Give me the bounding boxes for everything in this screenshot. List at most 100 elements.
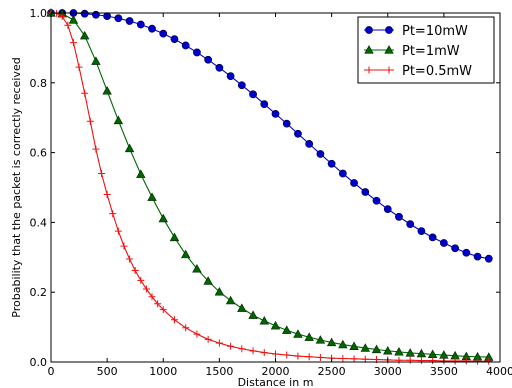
x-tick-label: 500: [97, 365, 118, 378]
data-point: [326, 337, 337, 347]
data-point: [137, 276, 145, 284]
data-point: [395, 356, 403, 364]
data-point: [225, 295, 236, 305]
x-tick-label: 2000: [262, 365, 290, 378]
data-point: [394, 347, 404, 356]
data-point: [136, 20, 145, 29]
data-point: [249, 347, 257, 355]
data-point: [126, 255, 134, 263]
data-point: [339, 355, 347, 363]
y-tick-label: 0.8: [30, 77, 48, 90]
data-point: [294, 129, 302, 138]
data-point: [226, 72, 235, 81]
data-point: [69, 39, 77, 47]
data-point: [271, 109, 280, 118]
legend-marker: [364, 45, 374, 54]
data-point: [260, 349, 268, 357]
data-point: [64, 21, 72, 29]
data-point: [148, 24, 156, 33]
data-point: [215, 339, 223, 347]
data-point: [159, 306, 167, 314]
data-point: [215, 63, 224, 72]
data-point: [451, 357, 459, 365]
data-point: [282, 325, 292, 334]
data-point: [327, 159, 336, 168]
data-point: [361, 188, 370, 196]
series-layer: [46, 8, 494, 365]
data-point: [80, 9, 89, 18]
data-point: [91, 56, 101, 65]
data-point: [98, 170, 106, 178]
data-point: [227, 342, 235, 350]
data-point: [154, 300, 162, 308]
data-point: [170, 35, 179, 44]
data-point: [485, 357, 493, 365]
data-point: [103, 190, 111, 198]
data-point: [180, 249, 191, 259]
data-point: [120, 242, 128, 250]
data-point: [237, 303, 247, 312]
data-point: [462, 248, 471, 257]
data-point: [474, 357, 482, 365]
data-point: [360, 343, 371, 352]
data-point: [272, 350, 279, 358]
data-point: [109, 210, 117, 218]
data-point: [416, 348, 427, 358]
data-point: [383, 205, 392, 214]
data-point: [192, 263, 202, 273]
data-point: [158, 213, 168, 223]
data-point: [406, 356, 414, 364]
legend-item: Pt=0.5mW: [364, 64, 472, 79]
data-point: [75, 63, 83, 71]
legend-label: Pt=10mW: [402, 24, 468, 39]
data-point: [417, 227, 426, 236]
data-point: [304, 332, 314, 341]
data-point: [259, 316, 269, 325]
data-point: [203, 276, 213, 285]
data-point: [102, 86, 112, 95]
data-point: [204, 55, 213, 64]
data-point: [170, 316, 178, 324]
series-line: [50, 12, 489, 358]
legend-marker: [365, 66, 373, 74]
legend-marker: [384, 45, 394, 54]
data-point: [248, 310, 258, 319]
data-point: [124, 143, 135, 153]
data-point: [148, 293, 156, 301]
data-point: [338, 339, 348, 349]
data-point: [293, 329, 303, 338]
data-point: [305, 353, 313, 361]
legend: Pt=10mW Pt=1mW Pt=0.5mW: [357, 16, 495, 84]
x-tick-label: 2500: [318, 365, 346, 378]
data-point: [79, 30, 90, 40]
data-point: [113, 115, 124, 125]
data-point: [214, 287, 225, 296]
data-point: [193, 330, 201, 338]
data-point: [406, 220, 415, 229]
x-tick-label: 1500: [205, 365, 233, 378]
data-point: [315, 335, 326, 344]
x-axis-label: Distance in m: [238, 376, 314, 388]
data-point: [58, 12, 66, 20]
data-point: [114, 14, 123, 23]
x-tick-label: 3500: [430, 365, 458, 378]
data-point: [405, 348, 415, 357]
data-point: [350, 355, 358, 363]
data-point: [338, 169, 347, 178]
data-point: [316, 353, 324, 361]
data-point: [395, 212, 403, 221]
y-tick-label: 1.0: [30, 7, 48, 20]
data-point: [131, 267, 139, 275]
data-point: [451, 244, 459, 253]
data-point: [159, 29, 168, 38]
series-line: [51, 12, 489, 260]
data-point: [439, 239, 448, 247]
data-point: [193, 48, 201, 57]
data-point: [204, 335, 212, 343]
ticks-layer: 0 500 1000 1500 2000 2500 3000 3500 4000 0.0 0.2 0.…: [30, 7, 512, 378]
data-point: [260, 100, 269, 108]
data-point: [92, 10, 100, 19]
data-point: [462, 357, 470, 365]
data-point: [125, 17, 134, 25]
